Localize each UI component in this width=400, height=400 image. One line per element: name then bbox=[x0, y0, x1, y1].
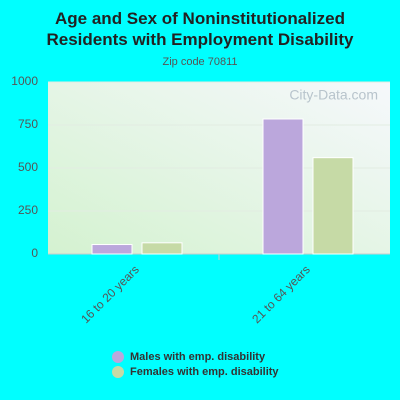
chart-subtitle: Zip code 70811 bbox=[162, 56, 237, 68]
bar bbox=[312, 157, 354, 255]
y-tick-label: 1000 bbox=[11, 74, 38, 88]
legend-label: Females with emp. disability bbox=[130, 366, 279, 378]
y-tick-label: 250 bbox=[18, 203, 38, 217]
watermark: City-Data.com bbox=[289, 87, 378, 103]
y-tick-label: 500 bbox=[18, 160, 38, 174]
legend-swatch bbox=[112, 366, 124, 378]
y-tick-label: 750 bbox=[18, 117, 38, 131]
x-tick-label: 16 to 20 years bbox=[78, 262, 142, 326]
legend-label: Males with emp. disability bbox=[130, 351, 266, 363]
chart-title: Age and Sex of Noninstitutionalized Resi… bbox=[46, 9, 354, 49]
x-tick-label: 21 to 64 years bbox=[249, 262, 313, 326]
y-tick-label: 0 bbox=[31, 246, 38, 260]
bar bbox=[262, 118, 304, 255]
legend-swatch bbox=[112, 351, 124, 363]
bar bbox=[141, 242, 183, 255]
bar bbox=[91, 244, 133, 255]
